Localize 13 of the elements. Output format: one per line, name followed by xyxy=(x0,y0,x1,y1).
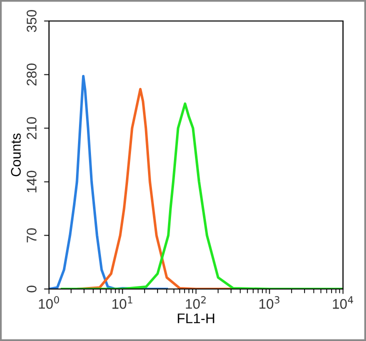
y-axis-title: Counts xyxy=(10,133,21,176)
x-tick-label: 10$^{4}$ xyxy=(332,296,354,309)
y-tick-label: 140 xyxy=(26,170,37,192)
y-tick-label: 70 xyxy=(26,228,37,242)
y-tick-label: 350 xyxy=(26,10,37,32)
x-tick-label: 10$^{1}$ xyxy=(112,296,132,309)
x-tick-label: 10$^{2}$ xyxy=(186,296,206,309)
y-tick-label: 280 xyxy=(26,64,37,86)
x-tick-label: 10$^{0}$ xyxy=(38,296,60,309)
y-tick-label: 0 xyxy=(26,286,37,292)
x-tick-label: 10$^{3}$ xyxy=(259,296,280,309)
x-axis-title: FL1-H xyxy=(178,314,214,324)
y-tick-label: 210 xyxy=(26,117,37,140)
